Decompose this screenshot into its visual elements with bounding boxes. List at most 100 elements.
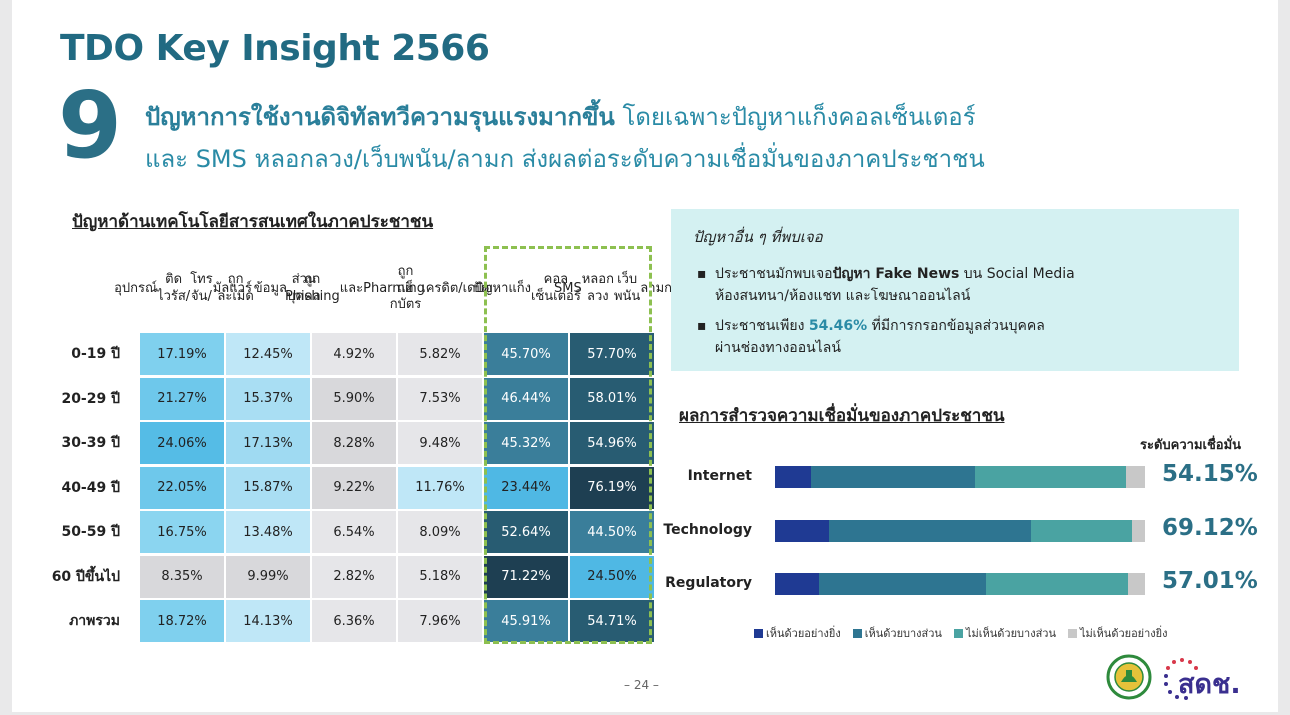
table-cell: 9.22% bbox=[312, 466, 396, 509]
table-cell: 11.76% bbox=[398, 466, 482, 509]
bar-label: Regulatory bbox=[665, 575, 752, 591]
column-header: ปัญหา แก็ง คอลเซ็นเตอร์ bbox=[473, 272, 581, 304]
table-cell: 58.01% bbox=[570, 377, 654, 420]
stacked-bar bbox=[775, 520, 1145, 542]
legend-swatch bbox=[852, 628, 862, 638]
info-bullet-1: ▪ ประชาชนมักพบเจอปัญหา Fake News บน Soci… bbox=[697, 263, 1217, 307]
table-cell: 6.54% bbox=[312, 511, 396, 553]
row-label: 50-59 ปี bbox=[61, 524, 120, 540]
headline-line-2: และ SMS หลอกลวง/เว็บพนัน/ลามก ส่งผลต่อระ… bbox=[145, 145, 985, 173]
row-label: 40-49 ปี bbox=[61, 479, 120, 496]
table-cell: 5.90% bbox=[312, 377, 396, 420]
bullet-2-bold: 54.46% bbox=[808, 318, 868, 334]
legend-label: เห็นด้วยบางส่วน bbox=[864, 627, 942, 640]
stacked-bar bbox=[775, 466, 1145, 488]
legend-item: เห็นด้วยบางส่วน bbox=[852, 624, 942, 642]
insight-number: 9 bbox=[58, 72, 123, 179]
table-cell: 15.87% bbox=[226, 466, 310, 509]
legend-swatch bbox=[754, 628, 763, 638]
legend-label: เห็นด้วยอย่างยิ่ง bbox=[766, 627, 841, 640]
table-cell: 13.48% bbox=[226, 511, 310, 553]
legend-swatch bbox=[1068, 628, 1077, 638]
table-cell: 45.32% bbox=[484, 422, 568, 464]
ministry-seal-icon bbox=[1106, 654, 1152, 700]
logo-text: สดช. bbox=[1178, 669, 1241, 700]
row-label: 30-39 ปี bbox=[61, 435, 120, 451]
bar-segment bbox=[1127, 573, 1145, 595]
bar-segment bbox=[1126, 466, 1145, 488]
table-cell: 14.13% bbox=[226, 600, 310, 642]
table-cell: 76.19% bbox=[570, 466, 654, 509]
headline-bold: ปัญหาการใช้งานดิจิทัลทวีความรุนแรงมากขึ้… bbox=[145, 103, 615, 131]
dotted-ring-icon bbox=[1164, 658, 1198, 700]
bar-label: Internet bbox=[687, 468, 752, 484]
table-cell: 5.18% bbox=[398, 555, 482, 598]
table-cell: 44.50% bbox=[570, 511, 654, 553]
bar-segment bbox=[810, 466, 976, 488]
info-box-title: ปัญหาอื่น ๆ ที่พบเจอ bbox=[693, 228, 823, 246]
row-label: 0-19 ปี bbox=[71, 346, 120, 362]
legend-label: ไม่เห็นด้วยอย่างยิ่ง bbox=[1080, 627, 1168, 640]
table-cell: 24.50% bbox=[570, 555, 654, 598]
bar-label: Technology bbox=[663, 522, 752, 538]
table-cell: 8.28% bbox=[312, 422, 396, 464]
page-number: – 24 – bbox=[624, 678, 659, 692]
bar-segment bbox=[1131, 520, 1145, 542]
bar-segment bbox=[828, 520, 1031, 542]
headline-line-1: ปัญหาการใช้งานดิจิทัลทวีความรุนแรงมากขึ้… bbox=[145, 96, 1255, 138]
table-cell: 18.72% bbox=[140, 600, 224, 642]
row-label: 60 ปีขึ้นไป bbox=[51, 568, 120, 585]
bullet-1-prefix: ประชาชนมักพบเจอ bbox=[715, 266, 833, 282]
table-cell: 7.96% bbox=[398, 600, 482, 642]
bar-segment bbox=[985, 573, 1128, 595]
bar-segment bbox=[975, 466, 1127, 488]
confidence-level: 57.01% bbox=[1162, 568, 1258, 594]
column-header: ถูกละเมิด ข้อมูล ส่วนบุคคล bbox=[217, 272, 321, 304]
table-cell: 21.27% bbox=[140, 377, 224, 420]
table-cell: 46.44% bbox=[484, 377, 568, 420]
legend-swatch bbox=[953, 628, 963, 638]
table-cell: 8.09% bbox=[398, 511, 482, 553]
table-cell: 9.48% bbox=[398, 422, 482, 464]
table-cell: 9.99% bbox=[226, 555, 310, 598]
table-cell: 54.96% bbox=[570, 422, 654, 464]
info-bullet-2: ▪ ประชาชนเพียง 54.46% ที่มีการกรอกข้อมูล… bbox=[697, 315, 1217, 359]
legend-item: ไม่เห็นด้วยอย่างยิ่ง bbox=[1068, 624, 1168, 642]
table-cell: 52.64% bbox=[484, 511, 568, 553]
bar-segment bbox=[775, 573, 820, 595]
confidence-legend: เห็นด้วยอย่างยิ่ง เห็นด้วยบางส่วน ไม่เห็นด… bbox=[754, 624, 1168, 642]
table-cell: 45.70% bbox=[484, 333, 568, 375]
confidence-level: 54.15% bbox=[1162, 461, 1258, 487]
legend-label: ไม่เห็นด้วยบางส่วน bbox=[965, 627, 1056, 640]
table-cell: 4.92% bbox=[312, 333, 396, 375]
bullet-1-suffix: บน Social Media bbox=[959, 266, 1075, 282]
bar-segment bbox=[1030, 520, 1132, 542]
table-cell: 71.22% bbox=[484, 555, 568, 598]
table-cell: 24.06% bbox=[140, 422, 224, 464]
table-cell: 22.05% bbox=[140, 466, 224, 509]
confidence-column-header: ระดับความเชื่อมั่น bbox=[1140, 438, 1242, 453]
bullet-2-line-2: ผ่านช่องทางออนไลน์ bbox=[715, 340, 841, 356]
legend-item: ไม่เห็นด้วยบางส่วน bbox=[953, 624, 1056, 642]
column-header: อุปกรณ์ ติดไวรัส/โทรจัน/มัลแวร์ bbox=[114, 272, 252, 304]
problem-matrix: อุปกรณ์ ติดไวรัส/โทรจัน/มัลแวร์ ถูกละเมิดข… bbox=[42, 245, 673, 645]
stacked-bar bbox=[775, 573, 1145, 595]
table-cell: 8.35% bbox=[140, 555, 224, 598]
table-cell: 17.13% bbox=[226, 422, 310, 464]
table-cell: 57.70% bbox=[570, 333, 654, 375]
column-header: ถูก Phishing และ Pharming bbox=[284, 272, 426, 304]
table-cell: 16.75% bbox=[140, 511, 224, 553]
table-cell: 15.37% bbox=[226, 377, 310, 420]
table-cell: 2.82% bbox=[312, 555, 396, 598]
table-cell: 54.71% bbox=[570, 600, 654, 642]
table-title: ปัญหาด้านเทคโนโลยีสารสนเทศในภาคประชาชน bbox=[72, 212, 434, 232]
column-header: SMS หลอกลวง เว็บพนัน ลามก bbox=[554, 272, 673, 304]
bullet-icon: ▪ bbox=[697, 266, 707, 282]
bullet-icon: ▪ bbox=[697, 318, 707, 334]
bullet-1-bold: ปัญหา Fake News bbox=[832, 266, 960, 282]
table-cell: 12.45% bbox=[226, 333, 310, 375]
table-cell: 6.36% bbox=[312, 600, 396, 642]
bullet-2-suffix: ที่มีการกรอกข้อมูลส่วนบุคคล bbox=[867, 318, 1045, 334]
column-header: ถูกแฮ็กบัตร เครดิต/เดบิต bbox=[389, 263, 493, 313]
bar-segment bbox=[819, 573, 986, 595]
